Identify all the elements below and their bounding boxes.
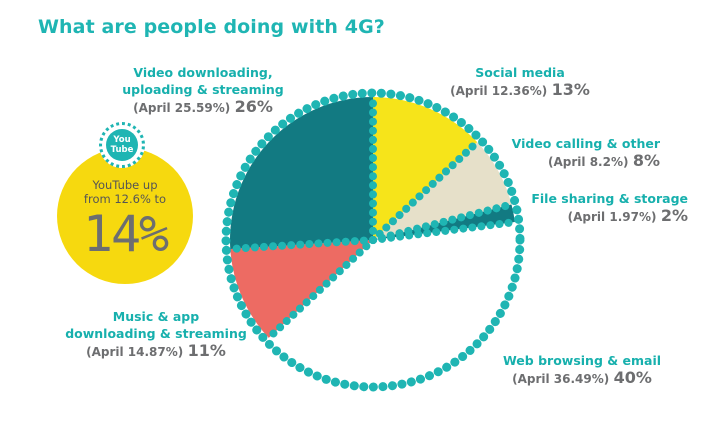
youtube-caption: YouTube up from 12.6% to [57, 178, 193, 206]
label-video: Video downloading, uploading & streaming… [118, 64, 288, 117]
label-video-name-2: uploading & streaming [122, 82, 284, 97]
label-social: Social media (April 12.36%) 13% [440, 64, 600, 100]
youtube-callout [57, 148, 193, 284]
label-music-april: (April 14.87%) [86, 345, 184, 359]
pie-rim [221, 88, 525, 392]
youtube-percent: 14% [82, 205, 169, 263]
label-video-name-1: Video downloading, [133, 65, 273, 80]
pie-divider [264, 236, 377, 342]
label-videocall-april: (April 8.2%) [548, 155, 629, 169]
label-filesharing-name: File sharing & storage [531, 191, 688, 206]
label-web-pct: 40% [613, 368, 652, 387]
youtube-caption-line2: from 12.6% to [83, 192, 167, 206]
pie-slice-music-app [230, 240, 373, 338]
label-video-pct: 26% [234, 97, 273, 116]
youtube-logo-line1: You [113, 135, 131, 145]
label-filesharing-april: (April 1.97%) [567, 210, 657, 224]
label-filesharing: File sharing & storage (April 1.97%) 2% [500, 190, 688, 226]
label-music-pct: 11% [187, 341, 226, 360]
pie-divider [369, 200, 516, 244]
chart-title: What are people doing with 4G? [38, 16, 385, 38]
label-filesharing-pct: 2% [660, 206, 688, 225]
pie-divider [369, 138, 482, 244]
label-videocall-pct: 8% [632, 151, 660, 170]
label-music-name-1: Music & app [112, 309, 200, 324]
label-videocall: Video calling & other (April 8.2%) 8% [490, 135, 660, 171]
label-videocall-name: Video calling & other [511, 136, 660, 151]
pie-slice-web-browsing [268, 222, 516, 383]
pie-slice-video-downloading [229, 96, 373, 249]
label-web-name: Web browsing & email [502, 353, 662, 368]
pie-divider [226, 236, 377, 253]
pie-dividers [226, 93, 519, 342]
youtube-logo-icon: You Tube [106, 129, 138, 161]
pie-divider [369, 218, 519, 244]
label-web: Web browsing & email (April 36.49%) 40% [492, 352, 672, 388]
youtube-logo-line2: Tube [110, 145, 134, 155]
pie-slice-video-calling [373, 142, 512, 240]
label-social-name: Social media [475, 65, 565, 80]
label-social-pct: 13% [551, 80, 590, 99]
youtube-caption-line1: YouTube up [92, 178, 158, 192]
label-web-april: (April 36.49%) [512, 372, 610, 386]
label-music: Music & app downloading & streaming (Apr… [56, 308, 256, 361]
label-music-name-2: downloading & streaming [65, 326, 247, 341]
label-video-april: (April 25.59%) [133, 101, 231, 115]
label-social-april: (April 12.36%) [450, 84, 548, 98]
pie-slice-social-media [373, 97, 478, 240]
